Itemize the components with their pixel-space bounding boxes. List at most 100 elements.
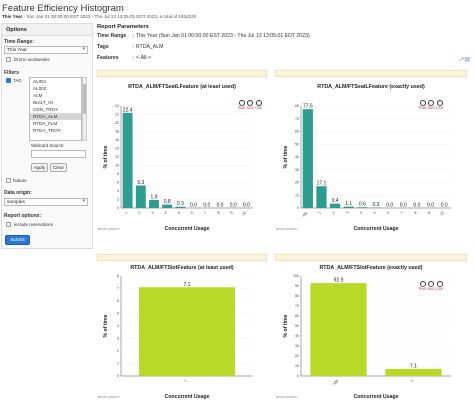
data-label: 1.9 bbox=[151, 194, 158, 200]
y-tick-label: 3 bbox=[117, 337, 119, 341]
y-tick-label: 14 bbox=[115, 147, 119, 151]
data-label: 7.1 bbox=[410, 363, 417, 369]
tag-list-item-selected[interactable]: RTDA_ALM bbox=[30, 113, 81, 120]
x-tick-label: 2 bbox=[332, 211, 336, 215]
scrollbar-thumb[interactable] bbox=[83, 84, 86, 114]
tag-label: TAG bbox=[13, 78, 22, 83]
tag-list-scrollbar[interactable] bbox=[82, 77, 87, 141]
bar bbox=[302, 109, 313, 208]
data-label: 92.9 bbox=[334, 278, 344, 284]
data-label: 0.0 bbox=[203, 203, 210, 209]
csv-export-icon[interactable]: CSV bbox=[255, 100, 262, 110]
bar bbox=[149, 199, 159, 208]
x-axis-label: Concurrent Usage bbox=[165, 394, 210, 400]
chart-title: RTDA_ALM/FTSeatLFeature (at least used) bbox=[128, 84, 236, 90]
bar bbox=[162, 204, 173, 208]
wildcard-search-input[interactable] bbox=[31, 150, 86, 158]
bar bbox=[329, 203, 341, 208]
export-group: PNG SVG CSV bbox=[419, 281, 443, 291]
x-axis-label: Concurrent Usage bbox=[354, 394, 399, 400]
x-tick-label: 6 bbox=[190, 211, 194, 215]
x-tick-label: 3 bbox=[150, 211, 154, 215]
tag-list-item[interactable]: CDN_TROY bbox=[33, 107, 59, 112]
bar bbox=[122, 112, 133, 208]
report-tags-label: Tags bbox=[97, 44, 109, 50]
x-tick-label: 7 bbox=[400, 211, 404, 215]
chevron-down-icon: ▾ bbox=[82, 198, 85, 204]
corner-note: RTDA? NIGHTLY bbox=[98, 395, 120, 399]
data-origin-select[interactable]: samples ▾ bbox=[4, 198, 88, 206]
filters-label: Filters bbox=[4, 70, 20, 76]
tag-list-item[interactable]: AL002 bbox=[33, 86, 47, 91]
y-tick-label: 10 bbox=[295, 193, 299, 197]
time-range-select[interactable]: This Year ▾ bbox=[4, 46, 88, 54]
include-reservations-checkbox[interactable] bbox=[6, 222, 11, 227]
y-tick-label: 50 bbox=[295, 324, 299, 328]
csv-export-icon[interactable]: CSV bbox=[436, 100, 443, 110]
x-tick-label: 9 bbox=[230, 211, 234, 215]
x-tick-label: idle bbox=[332, 379, 339, 386]
submit-button[interactable]: Submit bbox=[5, 235, 30, 245]
tag-list-item[interactable]: RTDA_FLM bbox=[33, 121, 58, 126]
print-icon[interactable]: ▤ bbox=[464, 57, 470, 63]
png-export-icon[interactable]: PNG bbox=[419, 281, 427, 291]
chart-title: RTDA_ALM/FTSlotFeature (exactly used) bbox=[319, 265, 423, 271]
include-reservations-label: include reservations bbox=[14, 222, 54, 227]
data-label: 1.1 bbox=[345, 201, 352, 207]
y-tick-label: 40 bbox=[295, 155, 299, 159]
report-options-label: Report options: bbox=[4, 213, 42, 219]
x-tick-label: 4 bbox=[164, 211, 168, 215]
svg-export-icon[interactable]: SVG bbox=[247, 100, 254, 110]
svg-export-icon[interactable]: SVG bbox=[428, 100, 435, 110]
y-tick-label: 20 bbox=[295, 354, 299, 358]
y-tick-label: 22 bbox=[115, 113, 119, 117]
chart-at-least-used-seat: 02468101214161820222422.415.321.930.840.… bbox=[98, 104, 253, 232]
x-tick-label: 7 bbox=[203, 211, 207, 215]
data-label: 5.3 bbox=[137, 180, 144, 186]
data-label: 0.6 bbox=[359, 202, 366, 208]
y-tick-label: 60 bbox=[295, 130, 299, 134]
chart-band bbox=[275, 70, 467, 77]
report-tags-value: : RTDA_ALM bbox=[133, 44, 164, 50]
tag-list-item[interactable]: BUILT_IN bbox=[33, 100, 53, 105]
y-tick-label: 80 bbox=[295, 104, 299, 108]
tag-list[interactable]: AL001 AL002 ALM BUILT_IN CDN_TROY RTDA_A… bbox=[29, 77, 82, 141]
feature-checkbox[interactable] bbox=[6, 178, 11, 183]
data-label: 0.0 bbox=[427, 203, 434, 209]
x-tick-label: 8 bbox=[413, 211, 417, 215]
feature-label: feature bbox=[13, 178, 27, 183]
y-tick-label: 6 bbox=[117, 181, 119, 185]
tag-list-item[interactable]: ALM bbox=[33, 93, 43, 98]
x-tick-label: 2 bbox=[137, 211, 141, 215]
chevron-down-icon: ▾ bbox=[82, 46, 85, 52]
x-tick-label: 4 bbox=[359, 211, 363, 215]
data-label: 0.3 bbox=[373, 202, 380, 208]
bar bbox=[135, 185, 146, 208]
limit-workweeks-checkbox[interactable] bbox=[6, 57, 11, 62]
y-tick-label: 30 bbox=[295, 344, 299, 348]
x-tick-label: 5 bbox=[372, 211, 376, 215]
tag-list-item[interactable]: AL001 bbox=[33, 79, 47, 84]
bar bbox=[385, 368, 442, 376]
clear-button[interactable]: Clear bbox=[50, 163, 67, 172]
export-icon[interactable]: ↗ bbox=[459, 57, 465, 63]
bar bbox=[316, 186, 327, 208]
chart-band bbox=[97, 70, 267, 77]
y-tick-label: 8 bbox=[117, 172, 119, 176]
tag-list-item[interactable]: RTDA_TROY bbox=[33, 128, 61, 133]
data-label: 0.0 bbox=[386, 203, 393, 209]
x-tick-label: idle bbox=[302, 211, 309, 218]
png-export-icon[interactable]: PNG bbox=[419, 100, 427, 110]
data-label: 0.0 bbox=[217, 203, 224, 209]
svg-export-icon[interactable]: SVG bbox=[428, 281, 435, 291]
y-tick-label: 60 bbox=[295, 314, 299, 318]
csv-export-icon[interactable]: CSV bbox=[436, 281, 443, 291]
tag-checkbox[interactable] bbox=[6, 78, 11, 83]
png-export-icon[interactable]: PNG bbox=[238, 100, 246, 110]
y-tick-label: 2 bbox=[117, 349, 119, 353]
data-label: 0.0 bbox=[441, 203, 448, 209]
x-tick-label: 10 bbox=[241, 211, 247, 217]
time-range-value: This Year bbox=[7, 48, 27, 53]
export-group: PNG SVG CSV bbox=[238, 100, 262, 110]
apply-button[interactable]: Apply bbox=[31, 163, 48, 172]
